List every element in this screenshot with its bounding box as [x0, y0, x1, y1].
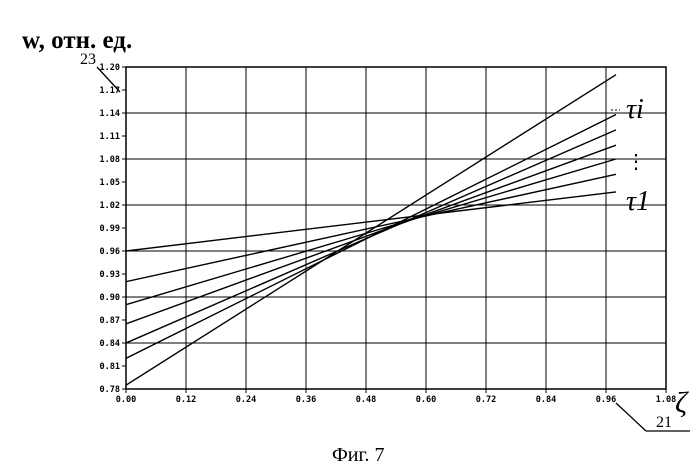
series-line: [126, 159, 616, 305]
y-tick-label: 0.93: [100, 270, 120, 280]
x-tick-label: 0.60: [416, 395, 436, 405]
series-line: [126, 192, 616, 251]
y-axis-title: w, отн. ед.: [22, 27, 132, 54]
y-tick-label: 0.87: [100, 316, 120, 326]
tau-1-label: τ1: [626, 186, 650, 217]
y-tick-label: 1.05: [100, 178, 120, 188]
y-tick-label: 1.20: [100, 63, 120, 73]
x-tick-label: 0.48: [356, 395, 376, 405]
x-tick-label: 0.12: [176, 395, 196, 405]
ellipsis-dots: ⋮: [626, 151, 646, 173]
y-tick-label: 1.08: [100, 155, 120, 165]
y-tick-label: 0.78: [100, 385, 120, 395]
x-axis-title: ζ: [675, 386, 689, 419]
ref-21-leader-line: [616, 403, 646, 431]
plot-grid: [126, 67, 666, 389]
y-axis-ticks: 0.78 0.81 0.84 0.87 0.90 0.93 0.96 0.99 1.02 1.05…: [100, 63, 126, 395]
x-tick-label: 1.08: [656, 395, 676, 405]
y-tick-label: 1.14: [100, 109, 120, 119]
figure-caption: Фиг. 7: [332, 444, 384, 466]
y-tick-label: 1.11: [100, 132, 120, 142]
plot-series: [126, 75, 616, 386]
x-tick-label: 0.72: [476, 395, 496, 405]
ref-numeral-21: 21: [656, 414, 672, 431]
y-tick-label: 0.96: [100, 247, 120, 257]
plot-frame: [126, 67, 666, 389]
series-line: [126, 174, 616, 281]
ref-numeral-23: 23: [80, 51, 96, 68]
x-tick-label: 0.00: [116, 395, 136, 405]
x-tick-label: 0.36: [296, 395, 316, 405]
tau-i-label: τi: [626, 94, 644, 125]
y-tick-label: 1.02: [100, 201, 120, 211]
y-tick-label: 0.99: [100, 224, 120, 234]
x-tick-label: 0.96: [596, 395, 616, 405]
y-tick-label: 0.84: [100, 339, 120, 349]
series-line: [126, 115, 616, 359]
y-tick-label: 0.81: [100, 362, 120, 372]
x-tick-label: 0.84: [536, 395, 556, 405]
x-axis-ticks: 0.00 0.12 0.24 0.36 0.48 0.60 0.72 0.84 0.96 1.08: [116, 389, 676, 405]
series-line: [126, 75, 616, 386]
y-tick-label: 0.90: [100, 293, 120, 303]
x-tick-label: 0.24: [236, 395, 256, 405]
y-tick-label: 1.17: [100, 86, 120, 96]
